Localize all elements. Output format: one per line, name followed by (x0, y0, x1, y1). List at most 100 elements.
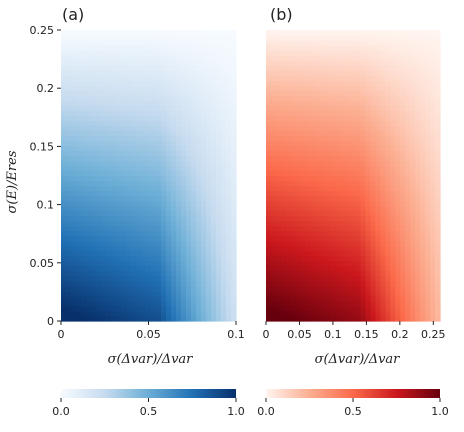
heatmap-cell (375, 90, 381, 96)
heatmap-cell (136, 120, 142, 126)
heatmap-cell (181, 295, 187, 302)
heatmap-cell (420, 105, 426, 111)
heatmap-cell (420, 60, 426, 66)
heatmap-cell (71, 270, 77, 277)
heatmap-cell (216, 310, 222, 317)
heatmap-cell (320, 240, 327, 247)
heatmap-cell (81, 225, 87, 232)
heatmap-cell (151, 290, 157, 297)
heatmap-cell (171, 110, 177, 116)
heatmap-cell (370, 30, 376, 36)
heatmap-cell (76, 60, 82, 66)
heatmap-cell (375, 160, 381, 167)
heatmap-cell (380, 85, 386, 91)
heatmap-cell (206, 260, 212, 267)
heatmap-cell (131, 225, 137, 232)
heatmap-cell (101, 80, 107, 86)
heatmap-cell (206, 240, 212, 247)
heatmap-cell (76, 45, 82, 51)
heatmap-cell (420, 30, 426, 36)
heatmap-cell (86, 160, 92, 167)
heatmap-cell (121, 105, 127, 111)
heatmap-cell (355, 235, 362, 242)
heatmap-cell (375, 190, 381, 197)
heatmap-cell (290, 30, 297, 36)
heatmap-cell (385, 145, 391, 152)
heatmap-cell (400, 65, 406, 71)
heatmap-cell (156, 270, 162, 277)
heatmap-cell (300, 235, 307, 242)
heatmap-cell (300, 310, 307, 317)
heatmap-cell (146, 60, 152, 66)
heatmap-cell (141, 310, 147, 317)
heatmap-cell (181, 120, 187, 126)
heatmap-cell (290, 40, 297, 46)
heatmap-cell (355, 195, 362, 202)
heatmap-cell (141, 290, 147, 297)
heatmap-cell (365, 90, 371, 96)
heatmap-cell (166, 165, 172, 172)
heatmap-cell (435, 100, 441, 106)
heatmap-cell (221, 250, 227, 257)
heatmap-cell (66, 105, 72, 111)
heatmap-cell (131, 75, 137, 81)
heatmap-cell (380, 270, 386, 277)
heatmap-cell (191, 190, 197, 197)
heatmap-cell (390, 210, 396, 217)
heatmap-cell (395, 110, 401, 116)
heatmap-cell (315, 270, 322, 277)
heatmap-cell (266, 110, 272, 116)
heatmap-cell (285, 90, 292, 96)
heatmap-cell (96, 105, 102, 111)
heatmap-cell (295, 40, 302, 46)
heatmap-cell (400, 225, 406, 232)
heatmap-cell (186, 30, 192, 36)
heatmap-cell (141, 295, 147, 302)
heatmap-cell (285, 40, 292, 46)
heatmap-cell (435, 140, 441, 146)
heatmap-cell (350, 50, 357, 56)
heatmap-cell (280, 250, 287, 257)
heatmap-cell (76, 290, 82, 297)
heatmap-cell (410, 70, 416, 76)
heatmap-cell (66, 140, 72, 146)
heatmap-cell (196, 295, 202, 302)
heatmap-cell (375, 290, 381, 297)
heatmap-cell (81, 305, 87, 312)
heatmap-cell (385, 150, 391, 157)
heatmap-cell (405, 135, 411, 141)
heatmap-cell (196, 35, 202, 41)
heatmap-cell (415, 60, 421, 66)
heatmap-cell (196, 60, 202, 66)
heatmap-cell (86, 240, 92, 247)
heatmap-cell (96, 295, 102, 302)
heatmap-cell (111, 165, 117, 172)
heatmap-cell (345, 110, 352, 116)
heatmap-cell (370, 185, 376, 192)
heatmap-cell (420, 240, 426, 247)
heatmap-cell (280, 210, 287, 217)
heatmap-cell (106, 260, 112, 267)
heatmap-cell (221, 55, 227, 61)
heatmap-cell (325, 245, 332, 252)
heatmap-cell (355, 75, 362, 81)
heatmap-cell (380, 250, 386, 257)
heatmap-cell (221, 50, 227, 56)
heatmap-cell (146, 150, 152, 157)
heatmap-cell (390, 190, 396, 197)
heatmap-cell (206, 225, 212, 232)
heatmap-cell (166, 55, 172, 61)
heatmap-cell (340, 220, 347, 227)
heatmap-cell (345, 85, 352, 91)
heatmap-cell (116, 130, 122, 136)
heatmap-cell (285, 30, 292, 36)
x-tick-label: 0.05 (287, 328, 312, 341)
heatmap-cell (370, 265, 376, 272)
heatmap-cell (156, 90, 162, 96)
heatmap-cell (96, 120, 102, 126)
heatmap-cell (166, 70, 172, 76)
heatmap-cell (415, 170, 421, 177)
heatmap-cell (231, 35, 237, 41)
heatmap-cell (365, 235, 371, 242)
heatmap-cell (305, 150, 312, 157)
